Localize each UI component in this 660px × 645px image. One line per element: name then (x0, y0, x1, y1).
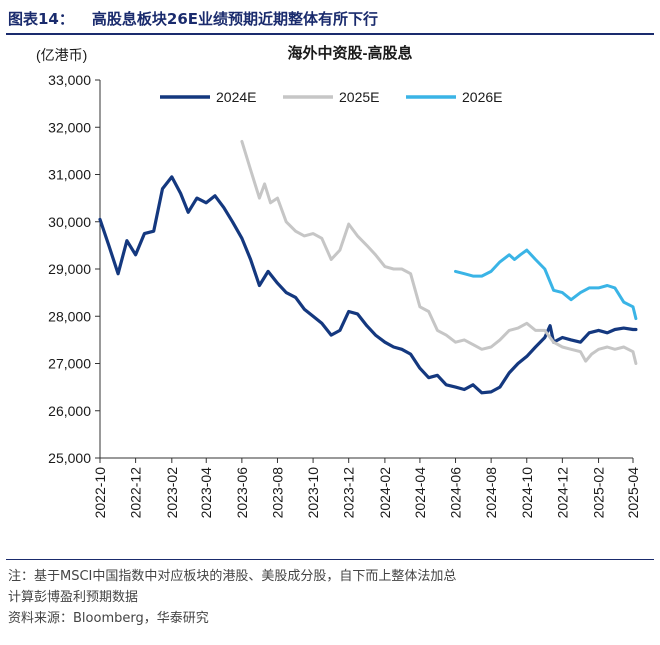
x-tick-label: 2025-02 (591, 467, 607, 519)
chart-title: 海外中资股-高股息 (288, 44, 413, 62)
x-tick-label: 2024-10 (519, 467, 535, 519)
y-tick-label: 29,000 (48, 261, 91, 277)
x-axis: 2022-10 2022-12 2023-02 2023-04 2023-06 2023-… (92, 457, 641, 519)
x-tick-label: 2024-04 (412, 467, 428, 519)
y-axis-unit-label: (亿港币) (36, 47, 87, 63)
x-tick-label: 2024-06 (448, 467, 464, 519)
x-tick-label: 2023-12 (341, 467, 357, 519)
line-chart: 海外中资股-高股息 (亿港币) 2024E 2025E 2026E 25,000 26… (36, 44, 641, 519)
y-tick-label: 28,000 (48, 308, 91, 324)
series-line-2024e (98, 175, 638, 395)
note-line-2: 计算彭博盈利预期数据 (8, 590, 139, 605)
y-tick-label: 25,000 (48, 450, 91, 466)
x-tick-label: 2023-04 (198, 467, 214, 519)
x-tick-label: 2022-12 (128, 467, 144, 519)
legend-label-2026e: 2026E (462, 89, 502, 105)
series-line-2026e (454, 248, 638, 321)
y-tick-label: 31,000 (48, 167, 91, 183)
series-layer (98, 139, 638, 395)
y-axis: 25,000 26,000 27,000 28,000 29,000 30,000 31,0… (48, 72, 101, 466)
x-tick-label: 2023-10 (305, 467, 321, 519)
x-tick-label: 2025-04 (625, 467, 641, 519)
x-tick-label: 2023-08 (269, 467, 285, 519)
note-line-1: 注：基于MSCI中国指数中对应板块的港股、美股成分股，自下而上整体法加总 (8, 569, 457, 584)
y-tick-label: 30,000 (48, 214, 91, 230)
notes: 注：基于MSCI中国指数中对应板块的港股、美股成分股，自下而上整体法加总 计算彭… (8, 566, 654, 629)
x-tick-label: 2024-02 (377, 467, 393, 519)
legend-label-2024e: 2024E (216, 89, 256, 105)
footer-rule (6, 559, 654, 560)
x-tick-label: 2022-10 (92, 467, 108, 519)
y-tick-label: 27,000 (48, 356, 91, 372)
series-line-2025e (240, 139, 638, 365)
y-tick-label: 33,000 (48, 72, 91, 88)
x-tick-label: 2024-12 (554, 467, 570, 519)
x-tick-label: 2024-08 (483, 467, 499, 519)
figure-caption: 高股息板块26E业绩预期近期整体有所下行 (91, 9, 378, 28)
figure-number: 图表14： (8, 9, 74, 28)
header-rule (6, 33, 654, 35)
legend-label-2025e: 2025E (339, 89, 379, 105)
source-line: 资料来源：Bloomberg，华泰研究 (8, 611, 209, 626)
figure-header: 图表14： 高股息板块26E业绩预期近期整体有所下行 (8, 4, 652, 32)
x-tick-label: 2023-06 (234, 467, 250, 519)
y-tick-label: 32,000 (48, 119, 91, 135)
x-tick-label: 2023-02 (164, 467, 180, 519)
legend: 2024E 2025E 2026E (160, 89, 502, 105)
y-tick-label: 26,000 (48, 403, 91, 419)
